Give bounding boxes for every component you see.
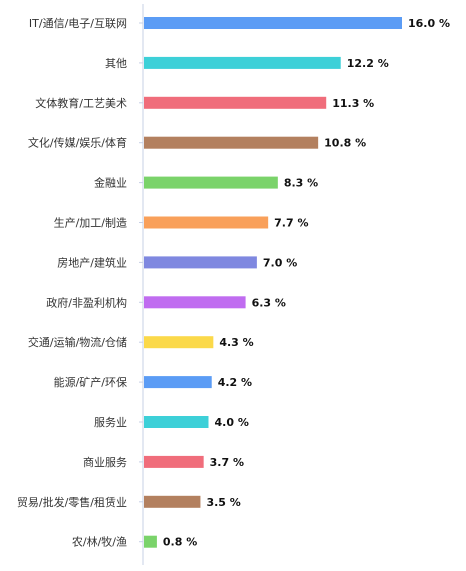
category-label: 生产/加工/制造 bbox=[54, 216, 127, 230]
category-label: IT/通信/电子/互联网 bbox=[29, 17, 127, 30]
value-label: 7.0 % bbox=[263, 256, 297, 269]
value-label: 7.7 % bbox=[274, 217, 308, 230]
value-label: 4.2 % bbox=[218, 376, 252, 389]
value-label: 6.3 % bbox=[252, 296, 286, 309]
bar bbox=[144, 376, 212, 389]
value-label: 10.8 % bbox=[324, 137, 366, 150]
bar bbox=[144, 96, 327, 109]
bar bbox=[144, 535, 157, 548]
bar bbox=[144, 136, 319, 149]
bar bbox=[144, 296, 246, 309]
category-label: 文体教育/工艺美术 bbox=[35, 96, 127, 110]
category-label: 其他 bbox=[105, 57, 127, 70]
category-label: 金融业 bbox=[94, 176, 127, 190]
bar bbox=[144, 216, 269, 229]
category-label: 农/林/牧/渔 bbox=[72, 535, 127, 549]
bar bbox=[144, 336, 214, 349]
category-label: 商业服务 bbox=[83, 455, 127, 469]
bar bbox=[144, 416, 209, 428]
value-label: 16.0 % bbox=[408, 17, 450, 30]
category-label: 能源/矿产/环保 bbox=[54, 375, 127, 389]
category-label: 政府/非盈利机构 bbox=[46, 295, 127, 309]
category-label: 服务业 bbox=[94, 416, 127, 429]
category-label: 文化/传媒/娱乐/体育 bbox=[28, 136, 127, 150]
value-label: 8.3 % bbox=[284, 177, 318, 190]
value-label: 11.3 % bbox=[332, 97, 374, 110]
category-labels: IT/通信/电子/互联网其他文体教育/工艺美术文化/传媒/娱乐/体育金融业生产/… bbox=[17, 17, 127, 549]
value-label: 0.8 % bbox=[163, 536, 197, 549]
value-labels: 16.0 % 12.2 % 11.3 % 10.8 % 8.3 % 7.7 % 7.0 % 6… bbox=[163, 17, 450, 549]
value-label: 12.2 % bbox=[347, 57, 389, 70]
bar bbox=[144, 455, 204, 468]
value-label: 3.5 % bbox=[206, 496, 240, 509]
category-label: 房地产/建筑业 bbox=[57, 255, 127, 269]
value-label: 4.3 % bbox=[219, 336, 253, 349]
value-label: 4.0 % bbox=[215, 416, 249, 429]
y-axis bbox=[139, 4, 144, 565]
bar bbox=[144, 176, 278, 189]
bar bbox=[144, 17, 402, 29]
category-label: 贸易/批发/零售/租赁业 bbox=[17, 495, 127, 509]
category-label: 交通/运输/物流/仓储 bbox=[28, 335, 127, 349]
bars bbox=[144, 17, 402, 548]
bar bbox=[144, 56, 341, 69]
bar bbox=[144, 495, 201, 508]
value-label: 3.7 % bbox=[210, 456, 244, 469]
bar bbox=[144, 256, 257, 269]
